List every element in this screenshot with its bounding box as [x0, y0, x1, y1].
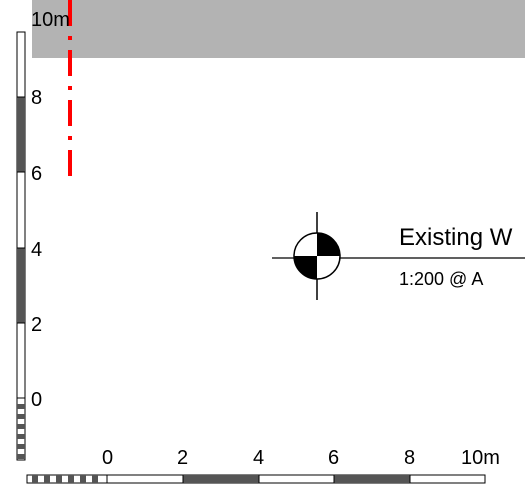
horizontal-scale-label: 6 [328, 447, 340, 469]
vertical-scale-label: 2 [31, 314, 43, 336]
horizontal-scale-label: 2 [177, 447, 189, 469]
vertical-scale-label: 8 [31, 87, 43, 109]
vertical-scale-label: 4 [31, 239, 43, 261]
vertical-scale-label: 10m [31, 9, 70, 31]
view-title-scale: 1:200 @ A [399, 269, 484, 289]
vertical-scale-label: 0 [31, 389, 43, 411]
shaded-region [32, 0, 525, 58]
horizontal-scale-bar [26, 474, 486, 484]
datum-target-icon[interactable] [293, 212, 341, 300]
vertical-scale-label: 6 [31, 163, 43, 185]
horizontal-scale-segment [183, 475, 259, 483]
horizontal-scale-label: 10m [461, 447, 500, 469]
horizontal-scale-segment [334, 475, 410, 483]
view-title-name[interactable]: Existing W [399, 224, 513, 251]
vertical-scale-bar [16, 31, 26, 461]
vertical-scale-segment [17, 97, 25, 172]
vertical-scale-segment [17, 248, 25, 323]
horizontal-scale-label: 0 [102, 447, 114, 469]
horizontal-scale-label: 8 [404, 447, 416, 469]
horizontal-scale-label: 4 [253, 447, 265, 469]
